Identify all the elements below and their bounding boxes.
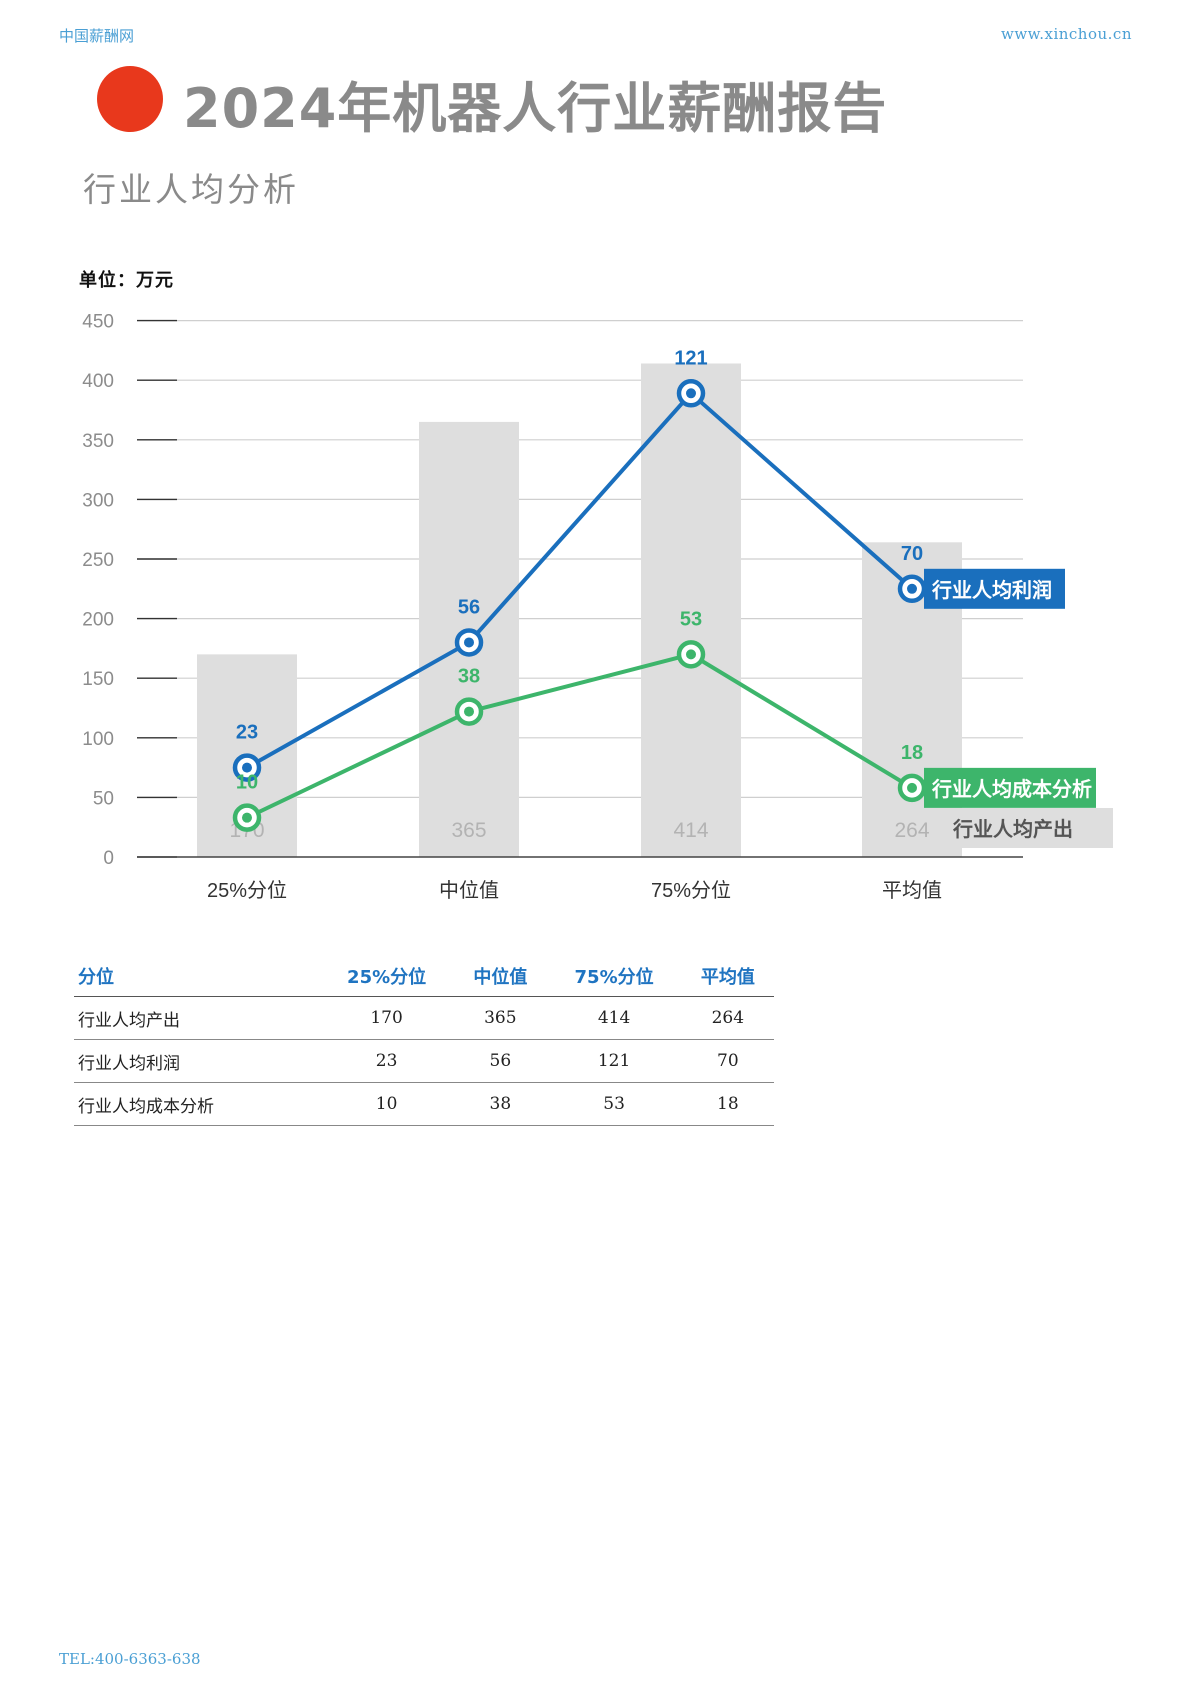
table-header-cell: 中位值 bbox=[454, 955, 547, 997]
page-title: 2024年机器人行业薪酬报告 bbox=[183, 77, 888, 140]
table-cell: 56 bbox=[454, 1039, 547, 1083]
cost-line bbox=[246, 652, 914, 820]
table-cell: 38 bbox=[454, 1082, 547, 1126]
bar-output bbox=[641, 363, 741, 857]
profit-value-label: 23 bbox=[236, 722, 258, 744]
y-tick-label: 350 bbox=[82, 431, 114, 452]
cost-value-label: 10 bbox=[236, 772, 258, 794]
footer-telephone: TEL:400-6363-638 bbox=[59, 1650, 201, 1668]
cost-value-label: 53 bbox=[680, 608, 702, 630]
profit-marker-center bbox=[907, 583, 917, 594]
x-tick-label: 中位值 bbox=[439, 879, 499, 902]
profit-value-label: 56 bbox=[458, 596, 480, 618]
table-header-cell: 分位 bbox=[74, 955, 319, 997]
profit-marker-center bbox=[464, 637, 474, 648]
profit-marker-center bbox=[686, 388, 696, 399]
table-cell: 70 bbox=[681, 1039, 774, 1083]
title-bullet-dot bbox=[97, 66, 163, 132]
table-row: 行业人均产出 170 365 414 264 bbox=[74, 996, 774, 1040]
y-tick-label: 400 bbox=[82, 371, 114, 392]
table-cell: 121 bbox=[546, 1039, 682, 1083]
combo-chart: 0501001502002503003504004501703654142642… bbox=[82, 312, 1113, 902]
cost-value-label: 38 bbox=[458, 666, 480, 688]
table-cell: 414 bbox=[546, 996, 682, 1040]
y-tick-label: 450 bbox=[82, 312, 114, 333]
cost-marker-center bbox=[242, 812, 252, 823]
y-tick-label: 0 bbox=[103, 848, 114, 869]
y-tick-label: 200 bbox=[82, 610, 114, 631]
cost-value-label: 18 bbox=[901, 742, 923, 764]
x-tick-label: 平均值 bbox=[882, 879, 942, 902]
site-name: 中国薪酬网 bbox=[59, 27, 135, 45]
y-tick-label: 300 bbox=[82, 490, 114, 511]
output-legend-label: 行业人均产出 bbox=[952, 817, 1073, 841]
table-cell: 264 bbox=[681, 996, 774, 1040]
cost-legend-label: 行业人均成本分析 bbox=[931, 777, 1092, 801]
row-label: 行业人均产出 bbox=[74, 996, 319, 1040]
table-cell: 365 bbox=[454, 996, 547, 1040]
table-header-cell: 75%分位 bbox=[546, 955, 682, 997]
section-subtitle: 行业人均分析 bbox=[83, 170, 299, 209]
cost-marker-center bbox=[686, 649, 696, 660]
profit-line bbox=[246, 391, 914, 770]
bar-value-label: 365 bbox=[451, 819, 486, 842]
table-header-cell: 25%分位 bbox=[319, 955, 455, 997]
cost-marker-center bbox=[907, 782, 917, 793]
profit-value-label: 121 bbox=[674, 347, 707, 369]
site-url[interactable]: www.xinchou.cn bbox=[1000, 25, 1132, 43]
table-cell: 18 bbox=[681, 1082, 774, 1126]
output-legend-tag bbox=[943, 808, 1113, 848]
row-label: 行业人均成本分析 bbox=[74, 1082, 319, 1126]
cost-legend-tag bbox=[924, 767, 1096, 808]
table-cell: 170 bbox=[319, 996, 455, 1040]
data-table: 分位 25%分位 中位值 75%分位 平均值 行业人均产出 170 365 41… bbox=[74, 955, 774, 1126]
table-cell: 23 bbox=[319, 1039, 455, 1083]
chart-unit-label: 单位：万元 bbox=[79, 270, 174, 291]
profit-marker-center bbox=[242, 762, 252, 773]
table-cell: 53 bbox=[546, 1082, 682, 1126]
profit-value-label: 70 bbox=[901, 543, 923, 565]
y-tick-label: 100 bbox=[82, 729, 114, 750]
table-cell: 10 bbox=[319, 1082, 455, 1126]
x-tick-label: 75%分位 bbox=[651, 879, 731, 902]
y-tick-label: 50 bbox=[93, 788, 114, 809]
x-tick-label: 25%分位 bbox=[207, 879, 287, 902]
profit-legend-label: 行业人均利润 bbox=[931, 578, 1052, 602]
table-row: 行业人均成本分析 10 38 53 18 bbox=[74, 1082, 774, 1126]
y-tick-label: 150 bbox=[82, 669, 114, 690]
bar-value-label: 414 bbox=[673, 819, 708, 842]
table-header-row: 分位 25%分位 中位值 75%分位 平均值 bbox=[74, 955, 774, 997]
profit-legend-tag bbox=[924, 568, 1065, 609]
y-tick-label: 250 bbox=[82, 550, 114, 571]
table-row: 行业人均利润 23 56 121 70 bbox=[74, 1039, 774, 1083]
row-label: 行业人均利润 bbox=[74, 1039, 319, 1083]
bar-value-label: 264 bbox=[894, 819, 929, 842]
table-header-cell: 平均值 bbox=[681, 955, 774, 997]
cost-marker-center bbox=[464, 706, 474, 717]
